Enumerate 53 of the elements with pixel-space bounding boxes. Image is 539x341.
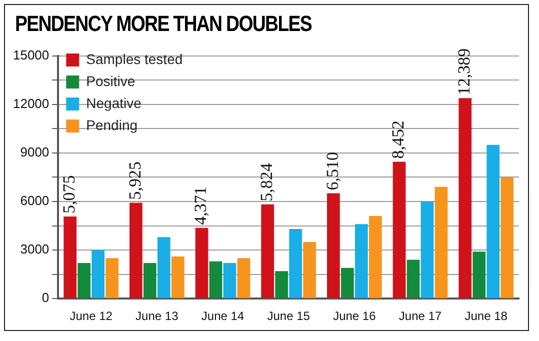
bar <box>486 144 500 298</box>
data-label: 5,075 <box>60 175 79 214</box>
x-tick-label: June 17 <box>398 309 442 324</box>
y-tick-label: 12000 <box>12 96 50 111</box>
bar <box>261 204 274 298</box>
y-tick-label: 6000 <box>20 193 50 208</box>
legend-label: Negative <box>86 94 142 111</box>
x-tick-label: June 15 <box>267 309 310 324</box>
bar <box>209 261 222 298</box>
bar <box>406 260 420 298</box>
data-label: 6,510 <box>322 152 342 190</box>
bar <box>354 224 368 298</box>
bar <box>326 193 340 298</box>
bar <box>171 256 184 298</box>
bar <box>303 242 316 298</box>
legend-label: Samples tested <box>86 50 183 67</box>
x-tick-label: June 12 <box>70 309 113 324</box>
y-tick-label: 0 <box>42 290 50 306</box>
bar <box>458 98 472 298</box>
bar <box>392 162 406 298</box>
x-tick-label: June 13 <box>136 309 179 324</box>
bar <box>340 268 354 298</box>
x-tick-label: June 14 <box>201 309 244 324</box>
data-label: 5,824 <box>257 162 276 202</box>
bar <box>129 202 142 298</box>
bar <box>78 262 91 298</box>
data-label: 12,389 <box>454 48 474 96</box>
bar <box>289 229 302 298</box>
chart-title: PENDENCY MORE THAN DOUBLES <box>15 11 312 37</box>
legend-label: Positive <box>86 72 136 89</box>
y-tick-label: 15000 <box>12 47 50 62</box>
bar <box>434 186 448 298</box>
x-tick-label: June 18 <box>464 309 508 324</box>
bar <box>64 216 77 298</box>
bar <box>472 252 486 298</box>
bar <box>500 177 514 298</box>
legend-label: Pending <box>86 116 138 133</box>
bar <box>237 258 250 298</box>
bar <box>106 258 118 298</box>
bar <box>157 237 170 298</box>
x-tick-label: June 16 <box>333 309 376 324</box>
bar <box>195 228 208 298</box>
y-tick-label: 3000 <box>20 242 50 257</box>
bar <box>92 250 104 298</box>
data-label: 8,452 <box>388 120 408 159</box>
y-tick-label: 9000 <box>20 144 50 160</box>
bar <box>368 216 382 298</box>
data-label: 4,371 <box>191 186 210 225</box>
data-label: 5,925 <box>125 161 144 200</box>
bar <box>275 271 288 298</box>
bar <box>223 262 236 298</box>
bar <box>143 262 156 298</box>
bar <box>420 201 434 298</box>
